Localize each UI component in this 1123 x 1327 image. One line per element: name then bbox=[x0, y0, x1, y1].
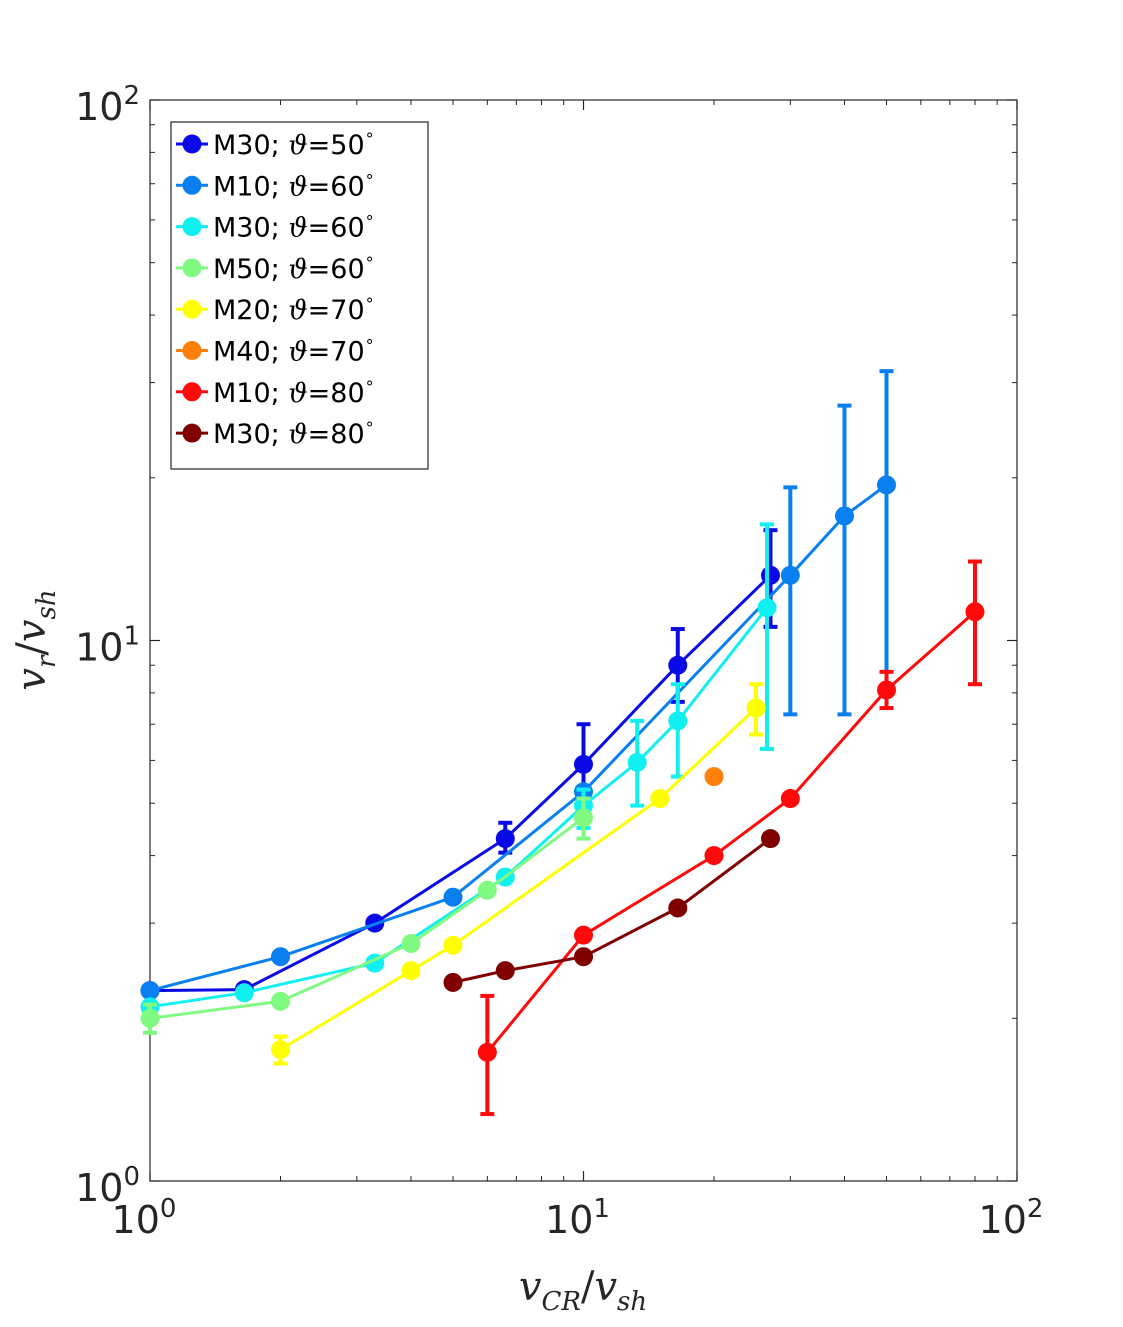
major-ticks bbox=[149, 99, 1018, 1182]
data-point bbox=[477, 880, 497, 900]
y-tick-labels: 100 101 102 bbox=[75, 81, 140, 1210]
legend-item: M10; ϑ=80∘ bbox=[176, 373, 375, 409]
legend-swatch-marker bbox=[182, 382, 202, 402]
error-bar bbox=[837, 403, 852, 717]
legend-swatch-marker bbox=[182, 134, 202, 154]
series-7 bbox=[443, 829, 780, 992]
legend-swatch-marker bbox=[182, 258, 202, 278]
data-point bbox=[574, 947, 593, 967]
series-line bbox=[149, 606, 769, 1009]
data-point bbox=[746, 698, 766, 718]
legend-item: M40; ϑ=70∘ bbox=[176, 332, 375, 368]
legend-item: M50; ϑ=60∘ bbox=[176, 249, 375, 285]
legend-item: M20; ϑ=70∘ bbox=[176, 290, 375, 326]
data-point bbox=[443, 972, 463, 992]
data-point bbox=[757, 598, 777, 618]
legend-item: M30; ϑ=50∘ bbox=[176, 125, 375, 161]
x-axis-label: vCR/vsh bbox=[519, 1264, 647, 1317]
data-point bbox=[495, 829, 515, 849]
data-point bbox=[668, 655, 688, 675]
data-point bbox=[270, 991, 290, 1011]
legend-swatch-marker bbox=[182, 423, 202, 443]
error-bar bbox=[783, 485, 798, 717]
legend-box bbox=[170, 121, 429, 470]
error-bar bbox=[967, 559, 982, 687]
legend-item: M30; ϑ=80∘ bbox=[176, 414, 375, 450]
data-point bbox=[760, 829, 780, 849]
data-point bbox=[574, 808, 593, 828]
legend-label: M40; ϑ=70∘ bbox=[213, 332, 375, 368]
series-5 bbox=[704, 767, 724, 787]
data-point bbox=[834, 506, 854, 526]
legend-label: M30; ϑ=80∘ bbox=[213, 414, 375, 450]
y-tick-label: 100 bbox=[75, 1162, 140, 1210]
legend-label: M50; ϑ=60∘ bbox=[213, 249, 375, 285]
legend-swatch-marker bbox=[182, 299, 202, 319]
legend-label: M30; ϑ=50∘ bbox=[213, 125, 375, 161]
y-axis-label: vr/vsh bbox=[9, 589, 62, 690]
data-point bbox=[704, 767, 724, 787]
series-3 bbox=[140, 796, 593, 1035]
x-tick-labels: 100 101 102 bbox=[112, 1194, 1044, 1242]
series-layer bbox=[140, 369, 985, 1117]
data-point bbox=[234, 983, 254, 1003]
data-point bbox=[401, 961, 421, 981]
legend-item: M10; ϑ=60∘ bbox=[176, 166, 375, 202]
data-point bbox=[574, 925, 593, 945]
data-point bbox=[495, 961, 515, 981]
data-point bbox=[270, 1040, 290, 1060]
data-point bbox=[140, 981, 160, 1001]
error-bar bbox=[759, 522, 774, 751]
data-point bbox=[780, 789, 800, 809]
data-point bbox=[401, 934, 421, 954]
data-point bbox=[877, 680, 897, 700]
data-point bbox=[443, 935, 463, 955]
data-point bbox=[574, 754, 593, 774]
legend-swatch-marker bbox=[182, 341, 202, 360]
series-line bbox=[486, 610, 976, 1054]
data-point bbox=[760, 565, 780, 585]
minor-ticks bbox=[150, 100, 1017, 1181]
y-tick-label: 101 bbox=[75, 622, 140, 670]
x-tick-label: 101 bbox=[545, 1194, 610, 1242]
legend-label: M20; ϑ=70∘ bbox=[213, 290, 375, 326]
legend-item: M30; ϑ=60∘ bbox=[176, 208, 375, 244]
data-point bbox=[650, 789, 670, 809]
series-6 bbox=[477, 559, 985, 1117]
legend-label: M10; ϑ=60∘ bbox=[213, 166, 375, 202]
legend-label: M30; ϑ=60∘ bbox=[213, 208, 375, 244]
data-point bbox=[443, 887, 463, 907]
legend-swatch-marker bbox=[182, 217, 202, 237]
data-point bbox=[877, 475, 897, 495]
legend-label: M10; ϑ=80∘ bbox=[213, 373, 375, 409]
legend-swatch-marker bbox=[182, 175, 202, 195]
series-4 bbox=[270, 682, 766, 1066]
data-point bbox=[668, 898, 688, 918]
data-point bbox=[704, 846, 724, 866]
data-point bbox=[780, 565, 800, 585]
data-point bbox=[477, 1042, 497, 1062]
data-point bbox=[668, 711, 688, 731]
data-point bbox=[270, 947, 290, 967]
legend: M30; ϑ=50∘ M10; ϑ=60∘ M30; ϑ=60∘ M50; ϑ=60∘… bbox=[170, 121, 429, 470]
x-tick-label: 100 bbox=[112, 1194, 177, 1242]
data-point bbox=[965, 602, 985, 622]
data-point bbox=[627, 752, 647, 772]
data-point bbox=[140, 1008, 160, 1028]
x-tick-label: 102 bbox=[979, 1194, 1044, 1242]
y-tick-label: 102 bbox=[75, 81, 140, 129]
